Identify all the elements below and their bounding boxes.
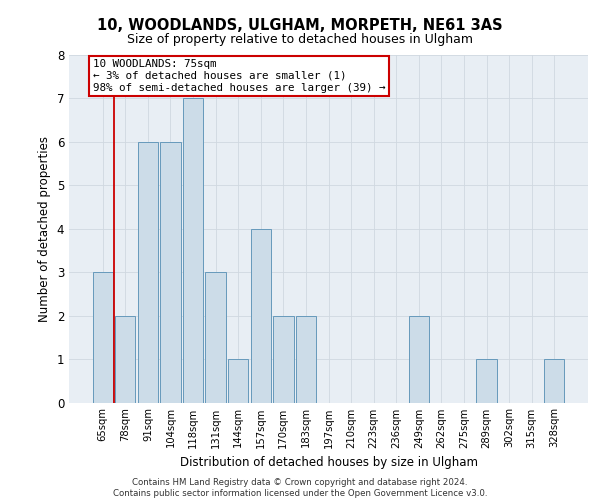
Bar — [183, 98, 203, 403]
X-axis label: Distribution of detached houses by size in Ulgham: Distribution of detached houses by size … — [179, 456, 478, 469]
Bar — [115, 316, 136, 402]
Bar — [544, 359, 565, 403]
Bar — [92, 272, 113, 402]
Bar — [296, 316, 316, 402]
Text: Contains HM Land Registry data © Crown copyright and database right 2024.
Contai: Contains HM Land Registry data © Crown c… — [113, 478, 487, 498]
Bar — [205, 272, 226, 402]
Text: Size of property relative to detached houses in Ulgham: Size of property relative to detached ho… — [127, 32, 473, 46]
Bar — [409, 316, 429, 402]
Bar — [138, 142, 158, 403]
Bar — [273, 316, 293, 402]
Bar — [228, 359, 248, 403]
Text: 10 WOODLANDS: 75sqm
← 3% of detached houses are smaller (1)
98% of semi-detached: 10 WOODLANDS: 75sqm ← 3% of detached hou… — [92, 60, 385, 92]
Bar — [251, 229, 271, 402]
Text: 10, WOODLANDS, ULGHAM, MORPETH, NE61 3AS: 10, WOODLANDS, ULGHAM, MORPETH, NE61 3AS — [97, 18, 503, 32]
Bar — [476, 359, 497, 403]
Y-axis label: Number of detached properties: Number of detached properties — [38, 136, 51, 322]
Bar — [160, 142, 181, 403]
